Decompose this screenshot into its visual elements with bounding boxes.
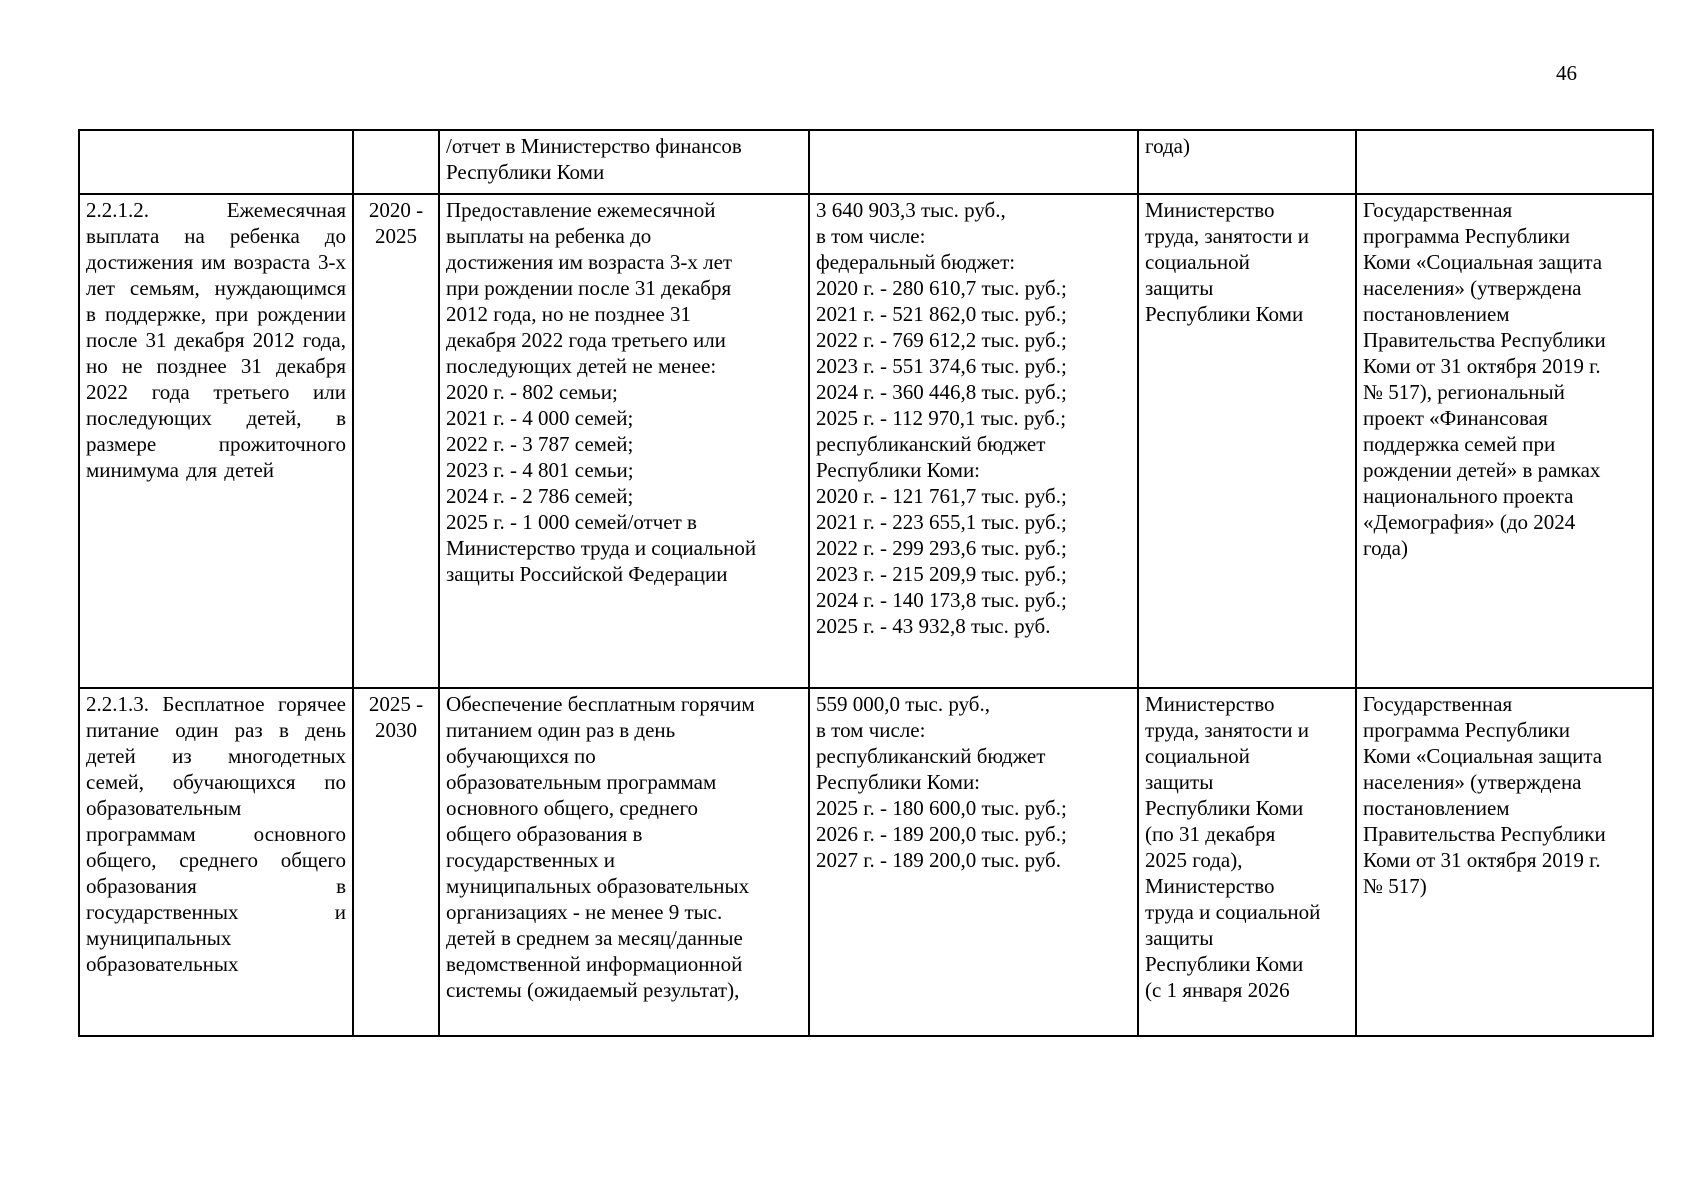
table-row: 2.2.1.3. Бесплатное горячее питание один… (78, 687, 1654, 1037)
cell-activity: 2.2.1.2. Ежемесячная выплата на ребенка … (78, 193, 354, 689)
cell-program (1355, 129, 1654, 195)
cell-measure: Обеспечение бесплатным горячим питанием … (438, 687, 810, 1037)
cell-funding: 3 640 903,3 тыс. руб., в том числе: феде… (808, 193, 1139, 689)
cell-period (352, 129, 440, 195)
cell-funding: 559 000,0 тыс. руб., в том числе: респуб… (808, 687, 1139, 1037)
cell-period: 2025 - 2030 (352, 687, 440, 1037)
cell-measure: Предоставление ежемесячной выплаты на ре… (438, 193, 810, 689)
table-row: /отчет в Министерство финансов Республик… (78, 129, 1654, 195)
cell-executor: года) (1137, 129, 1357, 195)
cell-funding (808, 129, 1139, 195)
activities-table: /отчет в Министерство финансов Республик… (78, 129, 1654, 1037)
cell-activity (78, 129, 354, 195)
page-number: 46 (1556, 61, 1577, 85)
cell-activity: 2.2.1.3. Бесплатное горячее питание один… (78, 687, 354, 1037)
table-row: 2.2.1.2. Ежемесячная выплата на ребенка … (78, 193, 1654, 689)
cell-program: Государственная программа Республики Ком… (1355, 687, 1654, 1037)
cell-period: 2020 - 2025 (352, 193, 440, 689)
cell-program: Государственная программа Республики Ком… (1355, 193, 1654, 689)
cell-executor: Министерство труда, занятости и социальн… (1137, 687, 1357, 1037)
cell-executor: Министерство труда, занятости и социальн… (1137, 193, 1357, 689)
cell-measure: /отчет в Министерство финансов Республик… (438, 129, 810, 195)
